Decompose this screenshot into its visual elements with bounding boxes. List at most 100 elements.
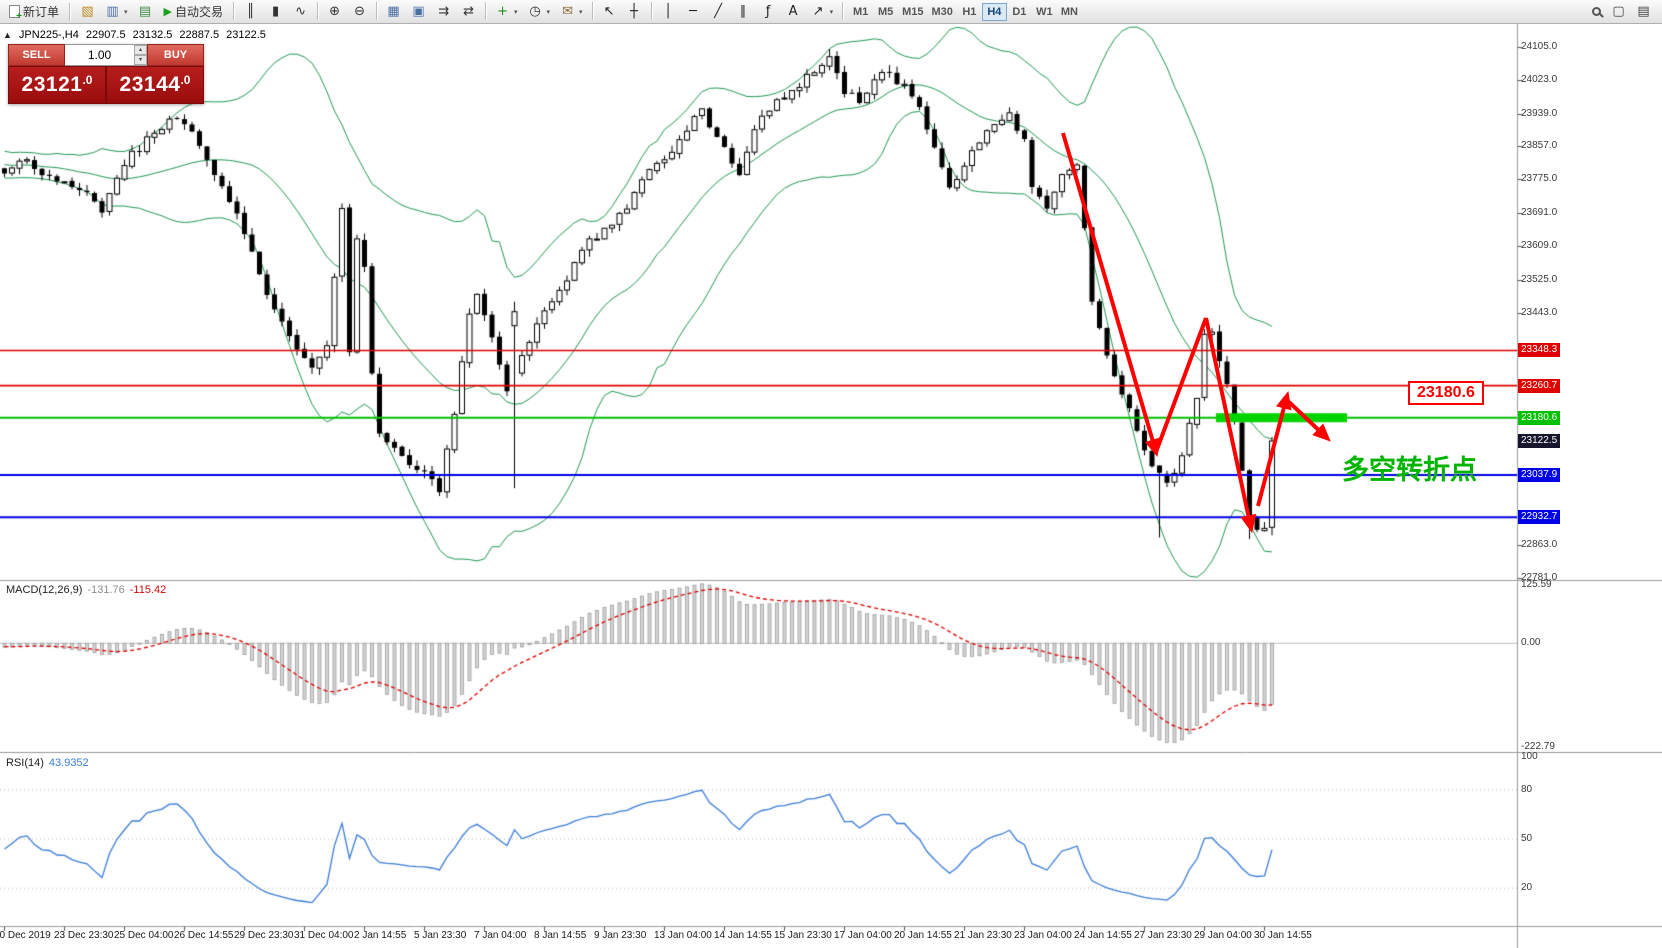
indicators-button[interactable]: + ▾ [490, 2, 523, 22]
zoom-in-icon: ⊕ [329, 3, 340, 19]
sell-button[interactable]: SELL [8, 44, 65, 66]
buy-price-button[interactable]: 23144.0 [106, 66, 204, 104]
fibonacci-button[interactable]: ƒ [756, 2, 781, 22]
zoom-in-button[interactable]: ⊕ [322, 2, 347, 22]
windows-list-button[interactable]: ▤ [1631, 2, 1656, 22]
channel-button[interactable]: ∥ [731, 2, 756, 22]
vertical-line-icon: │ [664, 3, 672, 19]
trendline-icon: ╱ [714, 3, 722, 19]
ohlc-high: 23132.5 [132, 29, 173, 41]
dropdown-caret-icon: ▾ [514, 8, 518, 16]
new-window-icon: ▢ [1612, 3, 1625, 19]
cursor-icon: ↖ [603, 3, 615, 19]
volume-down-button[interactable]: ▾ [134, 55, 147, 65]
text-icon: A [788, 3, 798, 19]
dropdown-caret-icon: ▾ [546, 8, 551, 16]
toolbar-separator [591, 1, 593, 20]
chart-shift-icon: ⇄ [463, 3, 474, 19]
chart-shift-button[interactable]: ⇄ [456, 2, 481, 22]
volume-control: 1.00 ▴ ▾ [65, 44, 147, 66]
timeframe-m5-button[interactable]: M5 [873, 3, 898, 21]
buy-button[interactable]: BUY [147, 44, 204, 66]
periods-icon: ◷ [529, 3, 541, 19]
zoom-out-icon: ⊖ [354, 3, 365, 19]
macd-value: -131.76 [87, 584, 125, 596]
new-order-button[interactable]: 新订单 [4, 2, 64, 22]
horizontal-line-icon: ─ [689, 3, 697, 19]
channel-icon: ∥ [739, 3, 747, 19]
indicators-icon: + [497, 3, 508, 19]
new-order-label: 新订单 [23, 5, 60, 19]
volume-input[interactable]: 1.00 [87, 48, 112, 62]
symbol-header: ▲ JPN225-,H4 22907.5 23132.5 22887.5 231… [3, 29, 266, 41]
bar-chart-icon: ║ [246, 3, 255, 19]
cascade-windows-icon: ▣ [412, 3, 425, 19]
toolbar-separator [650, 1, 652, 20]
cascade-windows-button[interactable]: ▣ [406, 2, 431, 22]
dropdown-caret-icon: ▾ [124, 8, 128, 16]
templates-button[interactable]: ✉ ▾ [555, 2, 588, 22]
search-button[interactable] [1587, 2, 1606, 22]
autoscroll-button[interactable]: ⇉ [431, 2, 456, 22]
periods-button[interactable]: ◷ ▾ [523, 2, 556, 22]
horizontal-line-button[interactable]: ─ [681, 2, 706, 22]
toolbar-separator [233, 1, 235, 20]
bar-chart-button[interactable]: ║ [238, 2, 263, 22]
crosshair-button[interactable]: ┼ [622, 2, 647, 22]
sell-price-value: 23121 [21, 73, 83, 96]
trendline-button[interactable]: ╱ [706, 2, 731, 22]
arrows-button[interactable]: ↗ ▾ [806, 2, 839, 22]
timeframe-group: M1 M5 M15 M30 H1 H4 D1 W1 MN [848, 2, 1082, 21]
macd-indicator-label: MACD(12,26,9) -131.76 -115.42 [6, 584, 166, 596]
cursor-button[interactable]: ↖ [597, 2, 622, 22]
timeframe-m15-button[interactable]: M15 [898, 3, 927, 21]
autotrading-button[interactable]: ▶ 自动交易 [159, 2, 228, 22]
toolbar-separator [842, 1, 844, 20]
timeframe-h4-button[interactable]: H4 [981, 2, 1007, 21]
volume-up-button[interactable]: ▴ [134, 45, 147, 55]
market-watch-icon: ▤ [138, 3, 152, 19]
autoscroll-icon: ⇉ [438, 3, 449, 19]
timeframe-m30-button[interactable]: M30 [927, 3, 956, 21]
toolbar-separator [69, 2, 71, 21]
new-order-icon [9, 5, 22, 22]
turning-point-annotation: 多空转折点 [1342, 455, 1477, 486]
ohlc-close: 23122.5 [226, 29, 266, 41]
vertical-line-button[interactable]: │ [656, 2, 681, 22]
autotrading-label: 自动交易 [175, 5, 224, 19]
line-chart-button[interactable]: ∿ [288, 2, 313, 22]
text-button[interactable]: A [781, 2, 806, 22]
ohlc-low: 22887.5 [179, 29, 220, 41]
one-click-trading-panel: SELL 1.00 ▴ ▾ BUY 23121.0 23144.0 [8, 44, 204, 104]
crosshair-icon: ┼ [630, 3, 638, 19]
profiles-icon: ▥ [106, 3, 119, 19]
search-icon [1592, 7, 1601, 16]
profiles-button[interactable]: ▥ ▾ [100, 2, 133, 22]
timeframe-h1-button[interactable]: H1 [957, 3, 982, 21]
market-watch-button[interactable]: ▤ [133, 2, 158, 22]
windows-list-icon: ▤ [1637, 3, 1650, 19]
timeframe-w1-button[interactable]: W1 [1032, 3, 1057, 21]
rsi-title: RSI(14) [6, 757, 44, 769]
sell-price-button[interactable]: 23121.0 [8, 66, 106, 104]
new-window-button[interactable]: ▢ [1606, 2, 1631, 22]
macd-title: MACD(12,26,9) [6, 584, 83, 596]
toolbar-separator [485, 1, 487, 20]
new-chart-button[interactable]: ▧ [75, 2, 100, 22]
ohlc-open: 22907.5 [85, 29, 126, 41]
timeframe-d1-button[interactable]: D1 [1007, 3, 1032, 21]
dropdown-caret-icon: ▾ [829, 8, 834, 16]
timeframe-m1-button[interactable]: M1 [848, 3, 873, 21]
new-chart-icon: ▧ [81, 3, 94, 19]
timeframe-mn-button[interactable]: MN [1057, 3, 1082, 21]
zoom-out-button[interactable]: ⊖ [347, 2, 372, 22]
toolbar-separator [376, 1, 378, 20]
main-toolbar: 新订单 ▧▥▾▤ ▶ 自动交易 ║▮∿⊕⊖▦▣⇉⇄+▾◷▾✉▾↖┼│─╱∥ƒA↗… [0, 0, 1662, 24]
tile-windows-button[interactable]: ▦ [381, 2, 406, 22]
candlestick-button[interactable]: ▮ [263, 2, 288, 22]
arrows-icon: ↗ [812, 3, 824, 19]
one-click-toggle-button[interactable]: ▲ [3, 30, 12, 40]
macd-signal-value: -115.42 [129, 584, 167, 596]
